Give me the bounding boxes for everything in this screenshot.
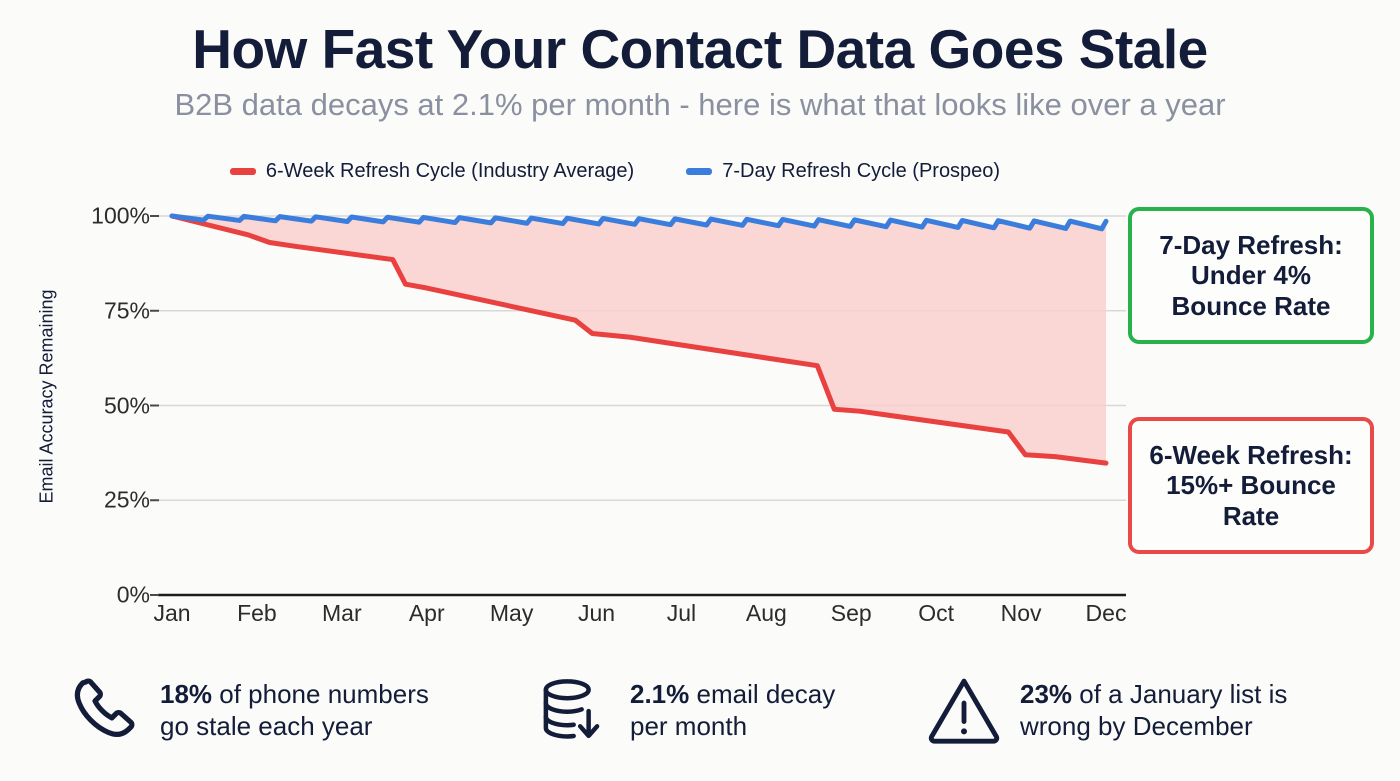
- callout-red-line2: 15%+ Bounce: [1166, 470, 1336, 501]
- legend-label-6-week: 6-Week Refresh Cycle (Industry Average): [265, 160, 635, 182]
- x-tick-label-may: May: [489, 600, 534, 626]
- chart-plot-svg: [150, 213, 1126, 597]
- callout-red-line3: Rate: [1222, 500, 1280, 531]
- legend-item-7-day[interactable]: 7-Day Refresh Cycle (Prospeo): [686, 160, 1000, 183]
- x-tick-label-jan: Jan: [153, 600, 191, 626]
- x-tick-label-feb: Feb: [237, 600, 277, 626]
- stat-phone-numbers: 18% of phone numbers go stale each year: [66, 672, 536, 748]
- legend-label-7-day: 7-Day Refresh Cycle (Prospeo): [722, 160, 1001, 182]
- stat-email-decay: 2.1% email decay per month: [536, 672, 926, 748]
- page-title: How Fast Your Contact Data Goes Stale: [192, 18, 1208, 80]
- callout-6-week-refresh: 6-Week Refresh: 15%+ Bounce Rate: [1128, 417, 1374, 554]
- phone-icon: [66, 672, 142, 748]
- callout-red-line1: 6-Week Refresh:: [1149, 439, 1353, 470]
- database-down-icon: [536, 672, 612, 748]
- x-tick-label-nov: Nov: [1000, 600, 1042, 626]
- callout-7-day-refresh: 7-Day Refresh: Under 4% Bounce Rate: [1128, 207, 1374, 344]
- stat-jan-value: 23%: [1020, 678, 1073, 709]
- chart-legend: 6-Week Refresh Cycle (Industry Average) …: [0, 160, 1230, 183]
- x-tick-label-sep: Sep: [830, 600, 872, 626]
- x-tick-label-dec: Dec: [1085, 600, 1127, 626]
- y-tick-label: 100%: [91, 202, 150, 229]
- callout-green-line1: 7-Day Refresh:: [1159, 229, 1343, 260]
- stat-decay-line2: per month: [630, 711, 748, 741]
- stat-jan-line1: of a January list is: [1072, 678, 1288, 709]
- stat-phone-text: 18% of phone numbers go stale each year: [160, 678, 429, 743]
- x-tick-label-mar: Mar: [322, 600, 362, 626]
- stat-jan-text: 23% of a January list is wrong by Decemb…: [1020, 678, 1287, 743]
- callout-green-line2: Under 4%: [1191, 260, 1311, 291]
- chart-area: 0% 25% 50% 75% 100% Jan Feb Mar Apr May Jun Jul Aug…: [0, 196, 1400, 646]
- stat-decay-line1: email decay: [689, 678, 836, 709]
- callout-green-line3: Bounce Rate: [1171, 290, 1331, 321]
- series-line-6-week: [169, 213, 1109, 466]
- y-tick-label: 75%: [103, 297, 150, 324]
- legend-swatch-blue: [686, 168, 713, 175]
- header: How Fast Your Contact Data Goes Stale B2…: [0, 20, 1400, 122]
- y-tick-label: 25%: [103, 486, 150, 513]
- stat-phone-line2: go stale each year: [160, 711, 373, 741]
- stat-phone-line1: of phone numbers: [212, 678, 429, 709]
- x-tick-label-oct: Oct: [918, 600, 955, 626]
- page-subtitle: B2B data decays at 2.1% per month - here…: [174, 87, 1226, 123]
- x-tick-label-jul: Jul: [666, 600, 697, 626]
- stat-january-list: 23% of a January list is wrong by Decemb…: [926, 672, 1356, 748]
- x-tick-label-jun: Jun: [577, 600, 616, 626]
- x-tick-label-apr: Apr: [408, 600, 445, 626]
- y-axis-ticks: 0% 25% 50% 75% 100%: [70, 196, 150, 608]
- stat-phone-value: 18%: [160, 678, 213, 709]
- y-tick-label: 0%: [116, 581, 150, 608]
- stat-decay-text: 2.1% email decay per month: [630, 678, 835, 743]
- legend-item-6-week[interactable]: 6-Week Refresh Cycle (Industry Average): [229, 160, 635, 183]
- stat-jan-line2: wrong by December: [1020, 711, 1253, 741]
- warning-triangle-icon: [926, 672, 1002, 748]
- area-between-series: [172, 216, 1106, 464]
- x-tick-label-aug: Aug: [745, 600, 787, 626]
- stat-decay-value: 2.1%: [630, 678, 690, 709]
- legend-swatch-red: [229, 168, 256, 175]
- series-line-7-day: [169, 213, 1109, 232]
- y-tick-label: 50%: [103, 392, 150, 418]
- stats-row: 18% of phone numbers go stale each year …: [0, 655, 1400, 765]
